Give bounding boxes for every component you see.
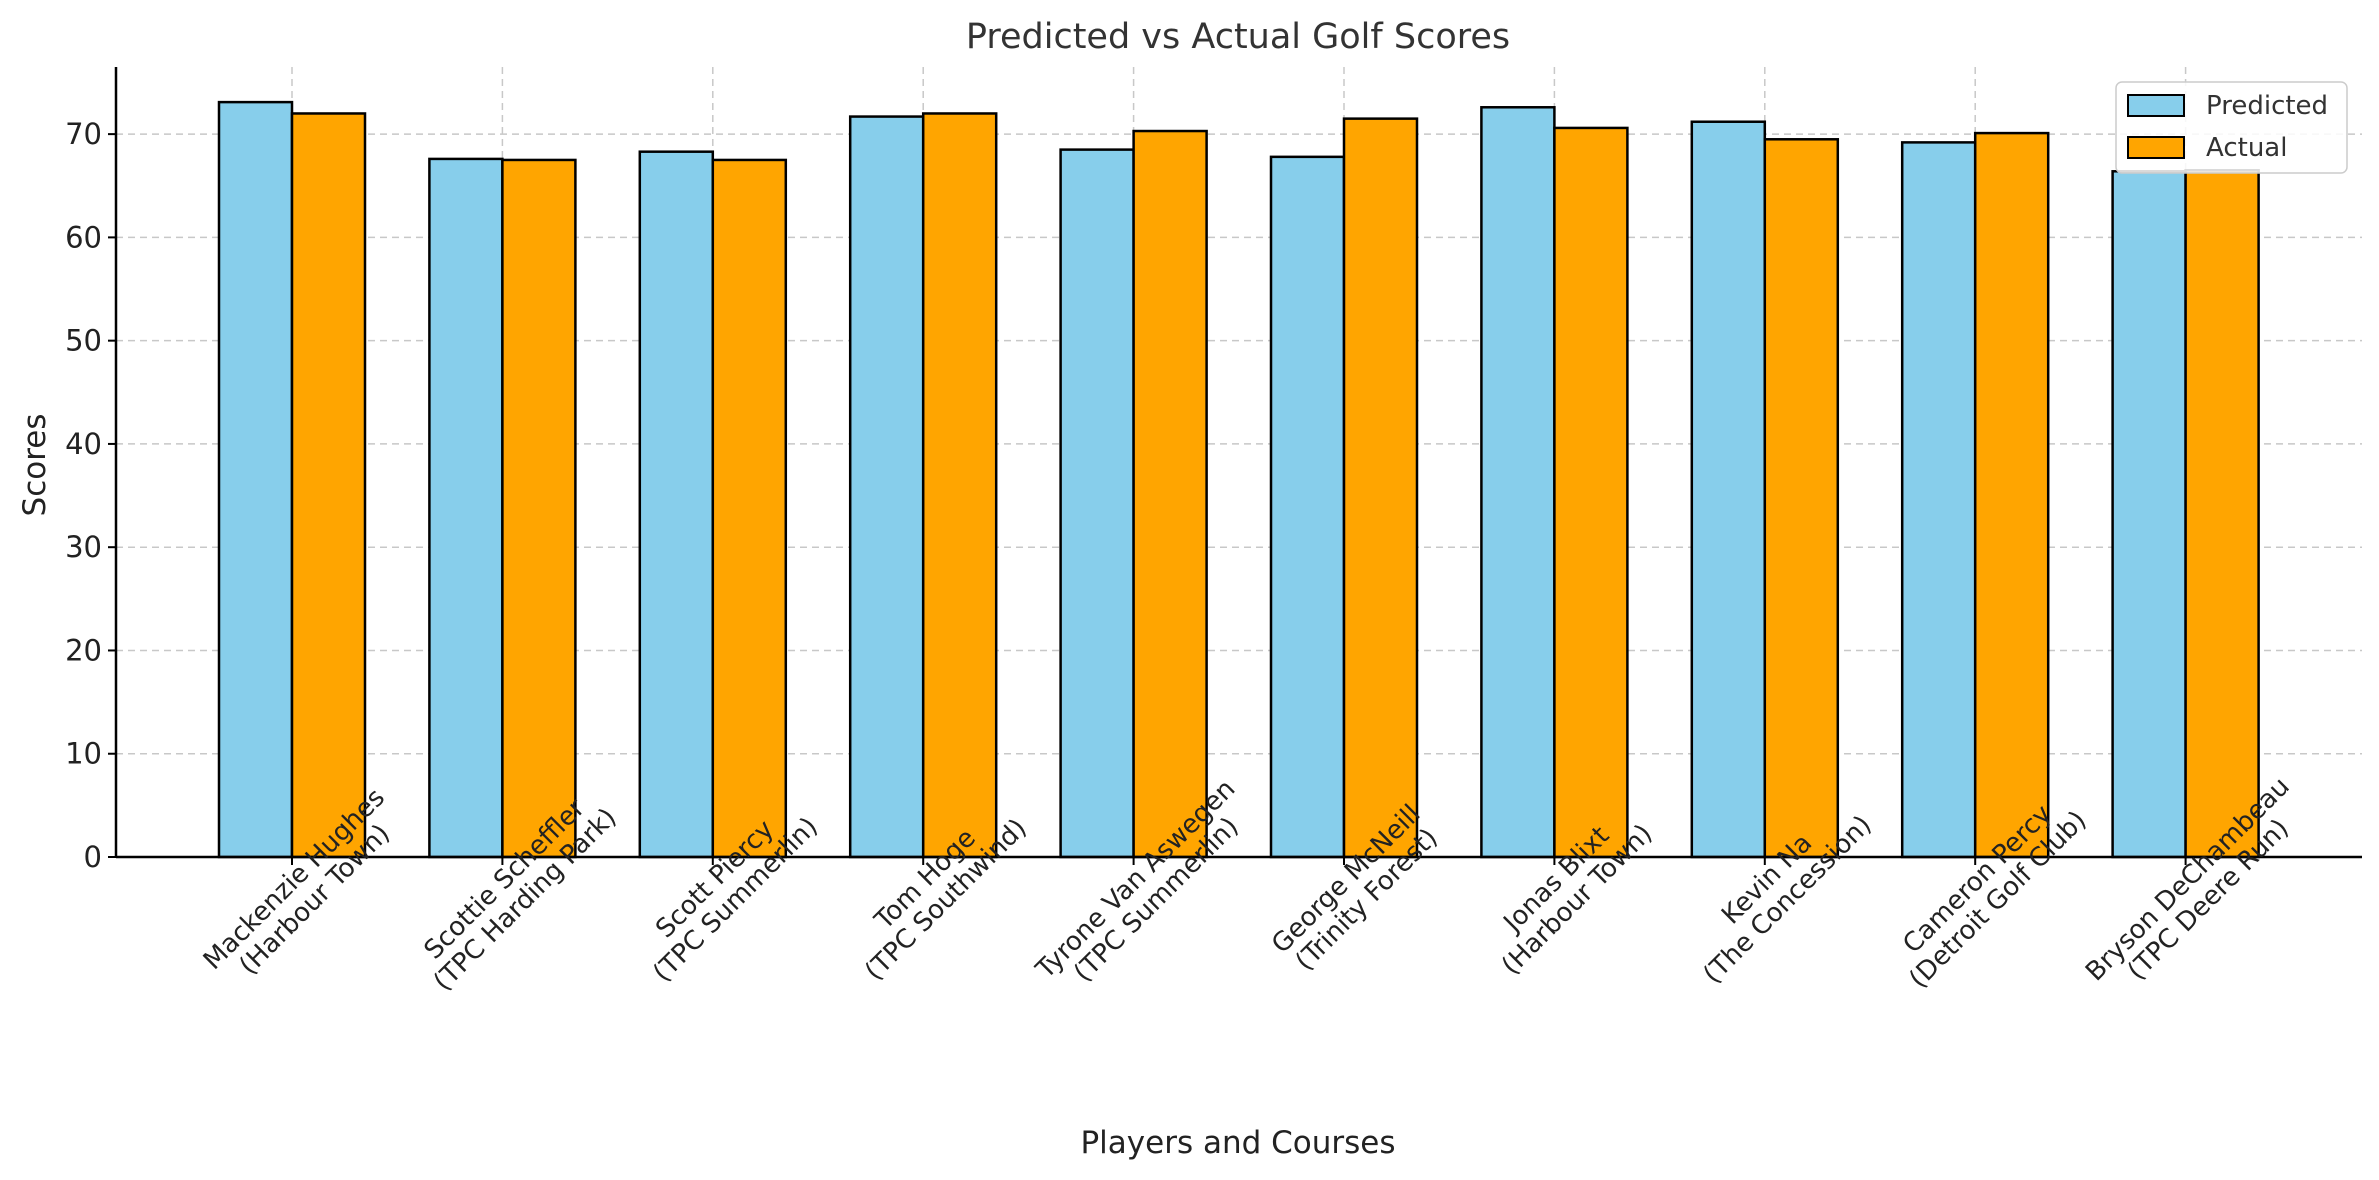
bar-actual-1 <box>501 158 577 859</box>
y-tick-label-60: 60 <box>65 220 102 254</box>
bar-predicted-0 <box>217 100 294 859</box>
y-tick-label-40: 40 <box>65 427 102 461</box>
y-tick-label-0: 0 <box>84 840 102 874</box>
y-tick-label-30: 30 <box>65 530 102 564</box>
bar-predicted-3 <box>848 115 925 859</box>
bar-actual-2 <box>711 158 788 859</box>
legend-swatch-actual <box>2127 136 2185 159</box>
y-tick-label-50: 50 <box>65 324 102 358</box>
y-ticks: 0 10 20 30 40 50 60 70 <box>65 117 116 874</box>
axes <box>114 67 2362 859</box>
bar-predicted-6 <box>1480 106 1556 859</box>
bar-predicted-1 <box>428 157 504 859</box>
legend-label-actual: Actual <box>2206 133 2287 163</box>
bar-predicted-2 <box>638 150 715 859</box>
bar-actual-8 <box>1973 131 2050 859</box>
legend-label-predicted: Predicted <box>2206 91 2328 121</box>
chart-title: Predicted vs Actual Golf Scores <box>966 17 1510 57</box>
bar-actual-4 <box>1132 129 1208 859</box>
bar-predicted-7 <box>1690 120 1767 859</box>
y-tick-label-20: 20 <box>65 633 102 667</box>
legend: Predicted Actual <box>2115 81 2348 174</box>
bar-actual-9 <box>2184 169 2260 859</box>
bar-predicted-5 <box>1269 155 1346 859</box>
y-tick-label-10: 10 <box>65 737 102 771</box>
x-axis-label: Players and Courses <box>1080 1125 1395 1161</box>
bar-actual-7 <box>1763 138 1840 859</box>
bar-actual-3 <box>921 112 998 859</box>
bar-actual-6 <box>1553 126 1629 859</box>
bar-actual-5 <box>1342 117 1419 859</box>
y-tick-label-70: 70 <box>65 117 102 151</box>
legend-swatch-predicted <box>2127 94 2185 117</box>
bar-predicted-4 <box>1059 148 1135 859</box>
bar-predicted-8 <box>1900 141 1977 859</box>
bar-predicted-9 <box>2111 170 2187 859</box>
y-axis-label: Scores <box>17 414 53 517</box>
bars <box>217 100 2260 859</box>
bar-actual-0 <box>290 112 367 859</box>
